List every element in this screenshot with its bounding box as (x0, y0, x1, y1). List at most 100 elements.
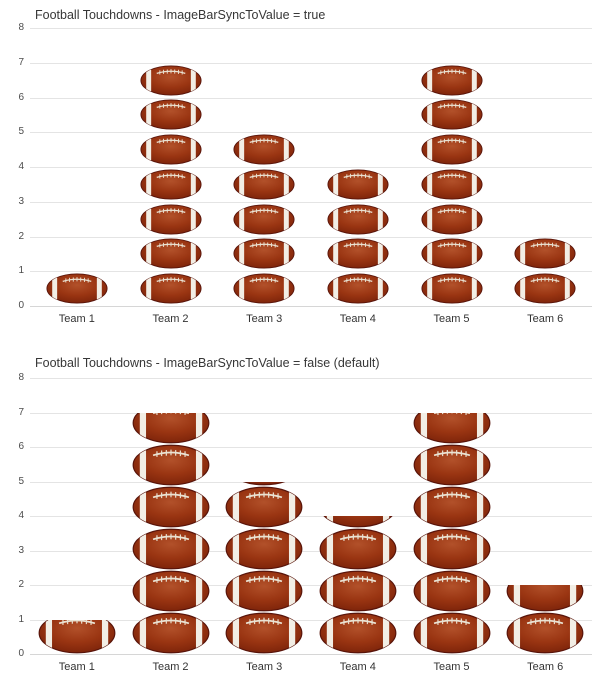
football-icon (225, 486, 303, 528)
football-icon (139, 273, 202, 304)
chart-title: Football Touchdowns - ImageBarSyncToValu… (35, 356, 380, 370)
bar-team-5[interactable] (420, 63, 483, 306)
football-icon (327, 238, 389, 269)
football-icon (319, 528, 397, 570)
y-axis-tick-label: 6 (18, 441, 24, 452)
gridline-y5 (30, 481, 592, 483)
bar-team-6[interactable] (514, 237, 576, 307)
football-icon (319, 570, 397, 612)
football-icon (225, 570, 303, 612)
y-axis-tick-label: 8 (18, 22, 24, 33)
gridline-y7 (30, 412, 592, 414)
y-axis-tick-label: 0 (18, 648, 24, 659)
y-axis-tick-label: 3 (18, 544, 24, 556)
gridline-y1 (30, 271, 592, 273)
bar-team-2[interactable] (139, 63, 202, 306)
gridline-y6 (30, 97, 592, 99)
gridline-y8 (30, 378, 592, 379)
bar-team-6[interactable] (506, 585, 584, 654)
gridline-y7 (30, 62, 592, 64)
chart-sync-true: Football Touchdowns - ImageBarSyncToValu… (18, 8, 592, 325)
y-axis-tick-label: 5 (18, 126, 24, 138)
football-icon (413, 486, 490, 528)
x-axis-category-label: Team 4 (339, 661, 376, 673)
gridline-y3 (30, 550, 592, 552)
football-icon (413, 412, 490, 444)
football-icon (132, 570, 209, 612)
y-axis-tick-label: 2 (18, 579, 24, 590)
bar-team-4[interactable] (319, 516, 397, 654)
football-icon (327, 204, 389, 235)
football-icon (420, 273, 483, 304)
bar-team-3[interactable] (225, 481, 303, 655)
x-axis-category-label: Team 2 (152, 661, 189, 673)
x-axis-category-label: Team 1 (58, 313, 95, 325)
gridline-y3 (30, 201, 592, 203)
football-icon (327, 273, 389, 304)
gridline-y4 (30, 167, 592, 168)
football-icon (420, 99, 483, 130)
x-axis-category-label: Team 5 (433, 661, 470, 673)
bar-team-4[interactable] (327, 167, 389, 306)
football-icon (323, 516, 393, 528)
y-axis-tick-label: 5 (18, 475, 24, 487)
bar-team-1[interactable] (38, 619, 116, 655)
x-axis-category-label: Team 2 (152, 313, 189, 325)
football-icon (132, 612, 209, 654)
x-axis-category-label: Team 6 (527, 661, 564, 673)
gridline-y8 (30, 28, 592, 29)
football-icon (420, 65, 483, 96)
gridline-y2 (30, 585, 592, 586)
football-icon (46, 273, 108, 304)
football-icon (233, 134, 295, 165)
football-icon (225, 528, 303, 570)
y-axis-tick-label: 1 (18, 613, 24, 625)
football-icon (233, 273, 295, 304)
football-icon (233, 238, 295, 269)
chart-title: Football Touchdowns - ImageBarSyncToValu… (35, 8, 326, 22)
football-icon (319, 612, 397, 654)
football-icon (139, 134, 202, 165)
football-icon (139, 65, 202, 96)
football-icon (233, 169, 295, 200)
x-axis-category-label: Team 5 (433, 313, 470, 325)
bar-team-1[interactable] (46, 271, 108, 306)
x-axis-category-label: Team 3 (246, 661, 283, 673)
y-axis-tick-label: 4 (18, 510, 24, 521)
bar-team-3[interactable] (233, 132, 295, 306)
gridline-y2 (30, 236, 592, 238)
football-icon (232, 481, 296, 486)
y-axis-tick-label: 7 (18, 56, 24, 68)
football-icon (132, 528, 209, 570)
football-icon (420, 204, 483, 235)
football-icon (413, 528, 490, 570)
gridline-y6 (30, 447, 592, 448)
bar-team-5[interactable] (413, 412, 491, 655)
y-axis-tick-label: 6 (18, 91, 24, 103)
football-icon (327, 169, 389, 200)
football-icon (139, 238, 202, 269)
chart-sync-false: Football Touchdowns - ImageBarSyncToValu… (0, 342, 600, 684)
gridline-y0 (30, 306, 592, 307)
gridline-y1 (30, 619, 592, 621)
football-icon (225, 612, 303, 654)
football-icon (514, 238, 576, 269)
football-icon (132, 486, 209, 528)
y-axis-tick-label: 0 (18, 300, 24, 311)
football-icon (139, 99, 202, 130)
y-axis-tick-label: 3 (18, 195, 24, 207)
bar-team-2[interactable] (132, 412, 210, 655)
football-icon (139, 169, 202, 200)
x-axis-category-label: Team 4 (339, 313, 376, 325)
football-icon (139, 204, 202, 235)
y-axis-tick-label: 1 (18, 265, 24, 277)
football-icon (132, 412, 209, 444)
football-icon (132, 444, 209, 486)
football-icon (506, 585, 584, 612)
y-axis-tick-label: 2 (18, 230, 24, 242)
gridline-y5 (30, 132, 592, 134)
football-icon (514, 273, 576, 304)
y-axis-tick-label: 7 (18, 406, 24, 418)
football-icon (506, 612, 584, 654)
football-icon (233, 204, 295, 235)
